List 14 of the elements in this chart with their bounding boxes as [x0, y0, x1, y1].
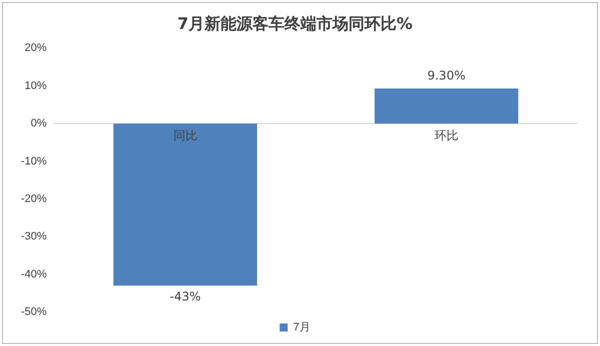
- chart-title: 7月新能源客车终端市场同环比%: [177, 14, 413, 33]
- x-tick-label: 同比: [173, 128, 198, 143]
- y-tick-label: -10%: [20, 155, 47, 168]
- y-tick-label: -40%: [20, 268, 47, 280]
- y-tick-label: 10%: [24, 80, 47, 92]
- y-tick-label: 20%: [24, 42, 47, 54]
- data-label: 9.30%: [427, 68, 466, 83]
- y-tick-label: -30%: [20, 230, 47, 243]
- data-label: -43%: [170, 290, 201, 304]
- x-tick-label: 环比: [434, 128, 458, 143]
- y-tick-label: -20%: [20, 192, 47, 205]
- y-tick-label: 0%: [30, 118, 47, 130]
- y-tick-label: -50%: [20, 306, 47, 318]
- legend-label: 7月: [293, 322, 310, 334]
